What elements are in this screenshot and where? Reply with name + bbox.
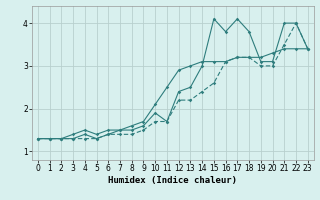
X-axis label: Humidex (Indice chaleur): Humidex (Indice chaleur) [108,176,237,185]
